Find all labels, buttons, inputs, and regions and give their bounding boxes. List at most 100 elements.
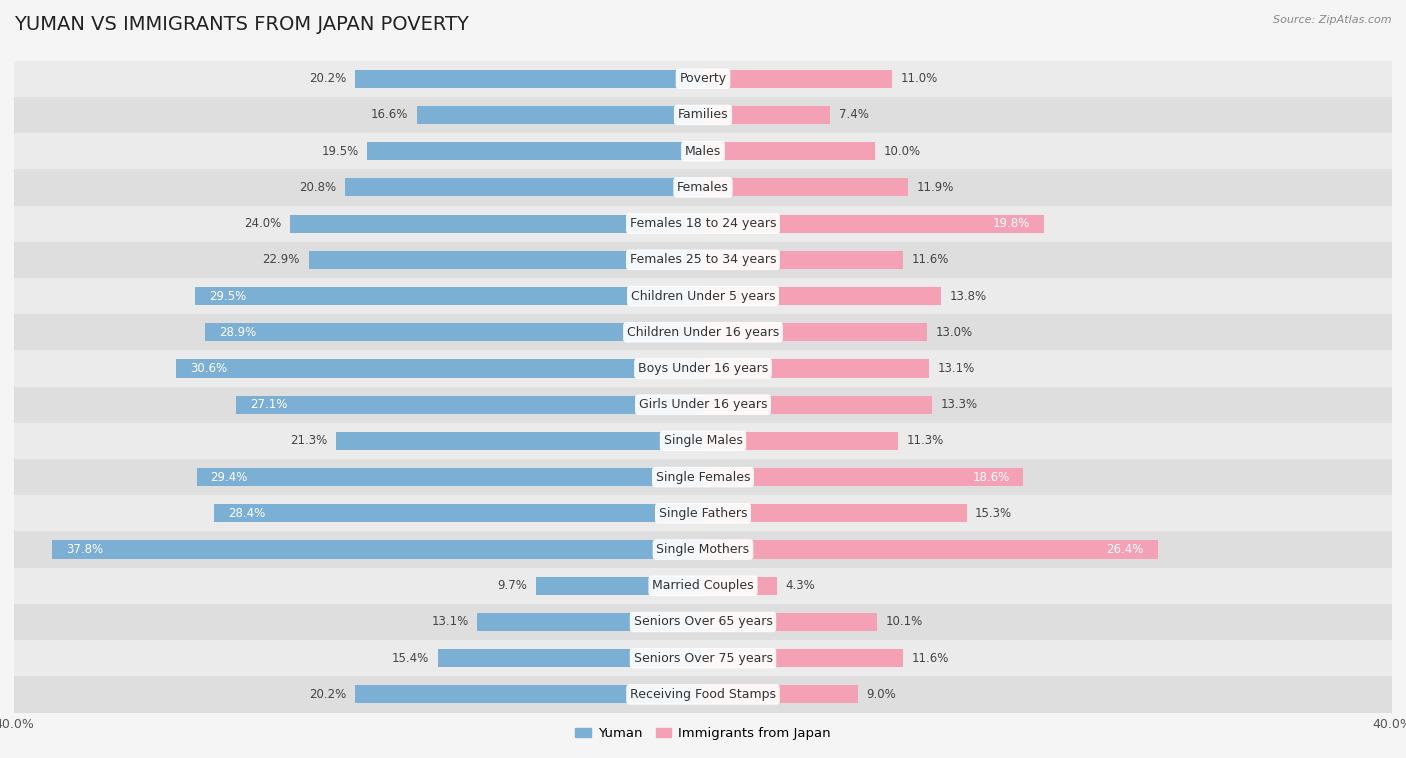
Bar <box>703 396 932 414</box>
Bar <box>14 676 1392 713</box>
Bar <box>14 387 1392 423</box>
Bar <box>478 613 703 631</box>
Bar <box>703 70 893 88</box>
Bar <box>14 314 1392 350</box>
Text: 10.0%: 10.0% <box>884 145 921 158</box>
Bar <box>14 640 1392 676</box>
Text: 22.9%: 22.9% <box>263 253 299 266</box>
Bar <box>536 577 703 595</box>
Bar <box>703 251 903 269</box>
Text: Boys Under 16 years: Boys Under 16 years <box>638 362 768 375</box>
Bar <box>356 70 703 88</box>
Bar <box>14 133 1392 169</box>
Text: 27.1%: 27.1% <box>250 398 287 411</box>
Text: 11.6%: 11.6% <box>911 652 949 665</box>
Bar <box>214 504 703 522</box>
Text: 9.7%: 9.7% <box>498 579 527 592</box>
Bar <box>703 432 897 450</box>
Text: Single Mothers: Single Mothers <box>657 543 749 556</box>
Text: 13.1%: 13.1% <box>432 615 468 628</box>
Text: Families: Families <box>678 108 728 121</box>
Text: 16.6%: 16.6% <box>371 108 409 121</box>
Bar <box>14 531 1392 568</box>
Bar <box>290 215 703 233</box>
Text: 10.1%: 10.1% <box>886 615 922 628</box>
Bar <box>344 178 703 196</box>
Text: 11.3%: 11.3% <box>907 434 943 447</box>
Text: Females 25 to 34 years: Females 25 to 34 years <box>630 253 776 266</box>
Text: 28.9%: 28.9% <box>219 326 256 339</box>
Bar <box>703 468 1024 486</box>
Bar <box>236 396 703 414</box>
Legend: Yuman, Immigrants from Japan: Yuman, Immigrants from Japan <box>569 722 837 745</box>
Text: Children Under 16 years: Children Under 16 years <box>627 326 779 339</box>
Bar <box>176 359 703 377</box>
Bar <box>14 278 1392 314</box>
Text: Married Couples: Married Couples <box>652 579 754 592</box>
Bar <box>14 568 1392 604</box>
Bar <box>703 106 831 124</box>
Text: Single Fathers: Single Fathers <box>659 507 747 520</box>
Text: 11.9%: 11.9% <box>917 181 953 194</box>
Text: 28.4%: 28.4% <box>228 507 264 520</box>
Text: Seniors Over 65 years: Seniors Over 65 years <box>634 615 772 628</box>
Bar <box>703 685 858 703</box>
Bar <box>14 459 1392 495</box>
Text: 4.3%: 4.3% <box>786 579 815 592</box>
Text: 7.4%: 7.4% <box>839 108 869 121</box>
Bar <box>14 242 1392 278</box>
Text: 18.6%: 18.6% <box>973 471 1010 484</box>
Text: 9.0%: 9.0% <box>866 688 897 701</box>
Text: Seniors Over 75 years: Seniors Over 75 years <box>634 652 772 665</box>
Bar <box>703 287 941 305</box>
Bar <box>14 97 1392 133</box>
Bar <box>14 423 1392 459</box>
Text: 29.5%: 29.5% <box>208 290 246 302</box>
Bar <box>703 359 928 377</box>
Text: Females: Females <box>678 181 728 194</box>
Text: 13.1%: 13.1% <box>938 362 974 375</box>
Bar <box>703 215 1045 233</box>
Text: 19.5%: 19.5% <box>322 145 359 158</box>
Text: Children Under 5 years: Children Under 5 years <box>631 290 775 302</box>
Text: Source: ZipAtlas.com: Source: ZipAtlas.com <box>1274 15 1392 25</box>
Text: Single Males: Single Males <box>664 434 742 447</box>
Bar <box>703 613 877 631</box>
Text: 29.4%: 29.4% <box>211 471 247 484</box>
Bar <box>703 540 1157 559</box>
Text: 13.8%: 13.8% <box>949 290 987 302</box>
Text: 30.6%: 30.6% <box>190 362 226 375</box>
Bar <box>703 143 875 160</box>
Text: Girls Under 16 years: Girls Under 16 years <box>638 398 768 411</box>
Bar <box>14 350 1392 387</box>
Text: 26.4%: 26.4% <box>1107 543 1144 556</box>
Bar <box>308 251 703 269</box>
Bar <box>14 205 1392 242</box>
Text: YUMAN VS IMMIGRANTS FROM JAPAN POVERTY: YUMAN VS IMMIGRANTS FROM JAPAN POVERTY <box>14 15 470 34</box>
Text: 21.3%: 21.3% <box>290 434 328 447</box>
Text: 11.0%: 11.0% <box>901 72 938 85</box>
Bar <box>195 287 703 305</box>
Bar <box>52 540 703 559</box>
Bar <box>356 685 703 703</box>
Bar <box>14 604 1392 640</box>
Bar <box>14 169 1392 205</box>
Bar <box>703 649 903 667</box>
Text: Males: Males <box>685 145 721 158</box>
Text: Females 18 to 24 years: Females 18 to 24 years <box>630 217 776 230</box>
Text: 15.4%: 15.4% <box>392 652 429 665</box>
Text: 20.2%: 20.2% <box>309 688 346 701</box>
Text: 11.6%: 11.6% <box>911 253 949 266</box>
Text: Single Females: Single Females <box>655 471 751 484</box>
Text: 37.8%: 37.8% <box>66 543 103 556</box>
Bar <box>367 143 703 160</box>
Bar <box>703 504 966 522</box>
Text: 20.2%: 20.2% <box>309 72 346 85</box>
Text: 19.8%: 19.8% <box>993 217 1031 230</box>
Text: 15.3%: 15.3% <box>976 507 1012 520</box>
Text: Receiving Food Stamps: Receiving Food Stamps <box>630 688 776 701</box>
Bar <box>14 495 1392 531</box>
Bar <box>336 432 703 450</box>
Text: 20.8%: 20.8% <box>299 181 336 194</box>
Bar <box>703 323 927 341</box>
